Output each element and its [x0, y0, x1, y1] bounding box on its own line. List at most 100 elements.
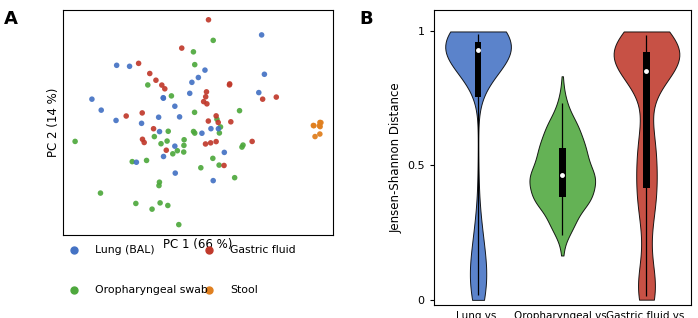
Point — [162, 203, 173, 208]
Point — [163, 129, 174, 134]
Point — [315, 120, 327, 125]
X-axis label: PC 1 (66 %): PC 1 (66 %) — [163, 238, 232, 251]
Point — [201, 89, 212, 94]
Point — [253, 90, 265, 95]
Point — [142, 82, 154, 87]
Point — [215, 124, 226, 129]
Point — [159, 86, 170, 91]
Point — [198, 99, 209, 104]
Point — [139, 140, 150, 145]
Point — [224, 82, 235, 87]
Point — [154, 200, 165, 205]
Point — [207, 156, 218, 161]
Point — [196, 131, 207, 136]
Point — [168, 151, 179, 156]
Point — [314, 131, 325, 136]
Point — [309, 134, 320, 139]
Point — [179, 137, 190, 142]
Point — [225, 119, 237, 124]
Point — [121, 114, 132, 119]
Point — [200, 94, 211, 99]
Point — [218, 150, 230, 155]
Point — [214, 162, 225, 168]
Point — [150, 78, 161, 83]
Point — [246, 139, 258, 144]
Point — [256, 32, 267, 38]
Point — [137, 110, 148, 115]
Point — [178, 149, 189, 155]
Point — [176, 45, 187, 51]
Point — [308, 123, 319, 128]
Point — [237, 144, 248, 149]
Point — [234, 108, 245, 113]
Point — [315, 124, 326, 129]
Point — [111, 63, 122, 68]
Point — [200, 142, 211, 147]
Point — [174, 114, 185, 120]
Y-axis label: Jensen-Shannon Distance: Jensen-Shannon Distance — [389, 82, 403, 233]
Point — [154, 180, 165, 185]
Point — [124, 64, 135, 69]
Point — [207, 178, 218, 183]
Point — [95, 190, 106, 196]
Point — [169, 144, 180, 149]
Point — [189, 131, 200, 136]
Point — [153, 115, 164, 120]
Point — [154, 183, 165, 188]
Point — [156, 141, 167, 146]
Point — [229, 175, 240, 180]
Point — [193, 75, 204, 80]
Point — [314, 120, 325, 125]
Text: Gastric fluid: Gastric fluid — [230, 245, 296, 255]
Text: A: A — [3, 10, 17, 28]
Point — [131, 160, 142, 165]
Point — [70, 139, 81, 144]
Point — [178, 143, 189, 148]
Point — [213, 120, 224, 125]
Point — [218, 163, 230, 168]
Point — [195, 165, 207, 170]
Point — [161, 148, 172, 153]
Point — [214, 130, 225, 135]
Point — [87, 97, 98, 102]
Point — [205, 140, 216, 145]
Point — [207, 38, 218, 43]
Point — [309, 123, 320, 128]
Point — [211, 117, 223, 122]
Point — [202, 119, 214, 124]
Point — [314, 123, 325, 128]
Point — [96, 107, 107, 113]
Point — [203, 17, 214, 22]
Point — [184, 91, 195, 96]
Point — [158, 95, 169, 100]
Point — [211, 113, 222, 118]
Point — [169, 104, 180, 109]
Point — [188, 49, 199, 54]
Point — [189, 62, 200, 67]
Point — [158, 154, 169, 159]
Point — [205, 126, 216, 131]
Point — [189, 110, 200, 115]
Point — [257, 97, 268, 102]
Point — [149, 134, 160, 139]
Point — [131, 201, 142, 206]
Point — [224, 81, 235, 86]
Point — [110, 118, 121, 123]
Point — [161, 139, 172, 144]
Point — [126, 159, 138, 164]
Point — [237, 142, 248, 148]
Point — [211, 139, 222, 144]
Point — [137, 137, 148, 142]
Point — [154, 129, 165, 134]
Point — [170, 170, 181, 176]
Point — [156, 83, 168, 88]
Point — [172, 148, 183, 153]
Point — [173, 222, 184, 227]
Point — [259, 72, 270, 77]
Point — [133, 61, 144, 66]
Point — [213, 126, 224, 131]
Point — [141, 158, 152, 163]
Point — [136, 121, 147, 126]
Point — [148, 126, 159, 131]
Point — [166, 93, 177, 99]
